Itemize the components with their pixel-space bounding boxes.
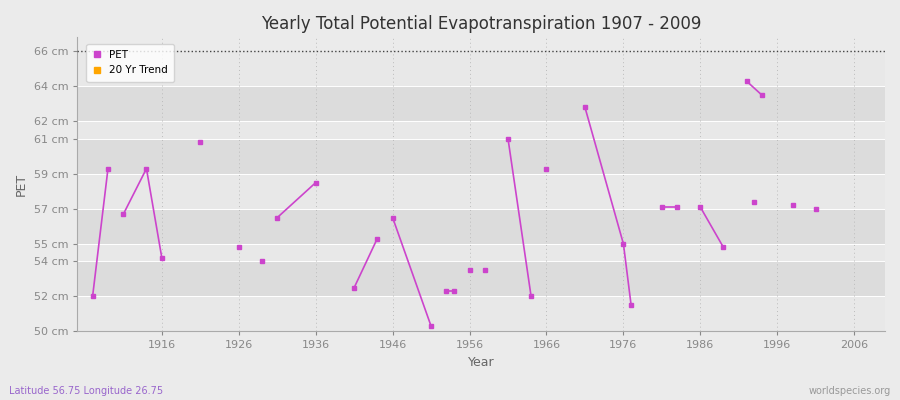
Bar (77, 139, 885, 174)
Legend: PET, 20 Yr Trend: PET, 20 Yr Trend (86, 44, 175, 82)
Bar (77, 296, 885, 332)
X-axis label: Year: Year (468, 356, 494, 369)
Bar (77, 244, 885, 261)
Text: Latitude 56.75 Longitude 26.75: Latitude 56.75 Longitude 26.75 (9, 386, 163, 396)
Bar (77, 174, 885, 209)
Y-axis label: PET: PET (15, 173, 28, 196)
Title: Yearly Total Potential Evapotranspiration 1907 - 2009: Yearly Total Potential Evapotranspiratio… (261, 15, 701, 33)
Text: worldspecies.org: worldspecies.org (809, 386, 891, 396)
Bar (77, 121, 885, 139)
Bar (77, 86, 885, 121)
Bar (77, 261, 885, 296)
Bar (77, 209, 885, 244)
Bar (77, 51, 885, 86)
